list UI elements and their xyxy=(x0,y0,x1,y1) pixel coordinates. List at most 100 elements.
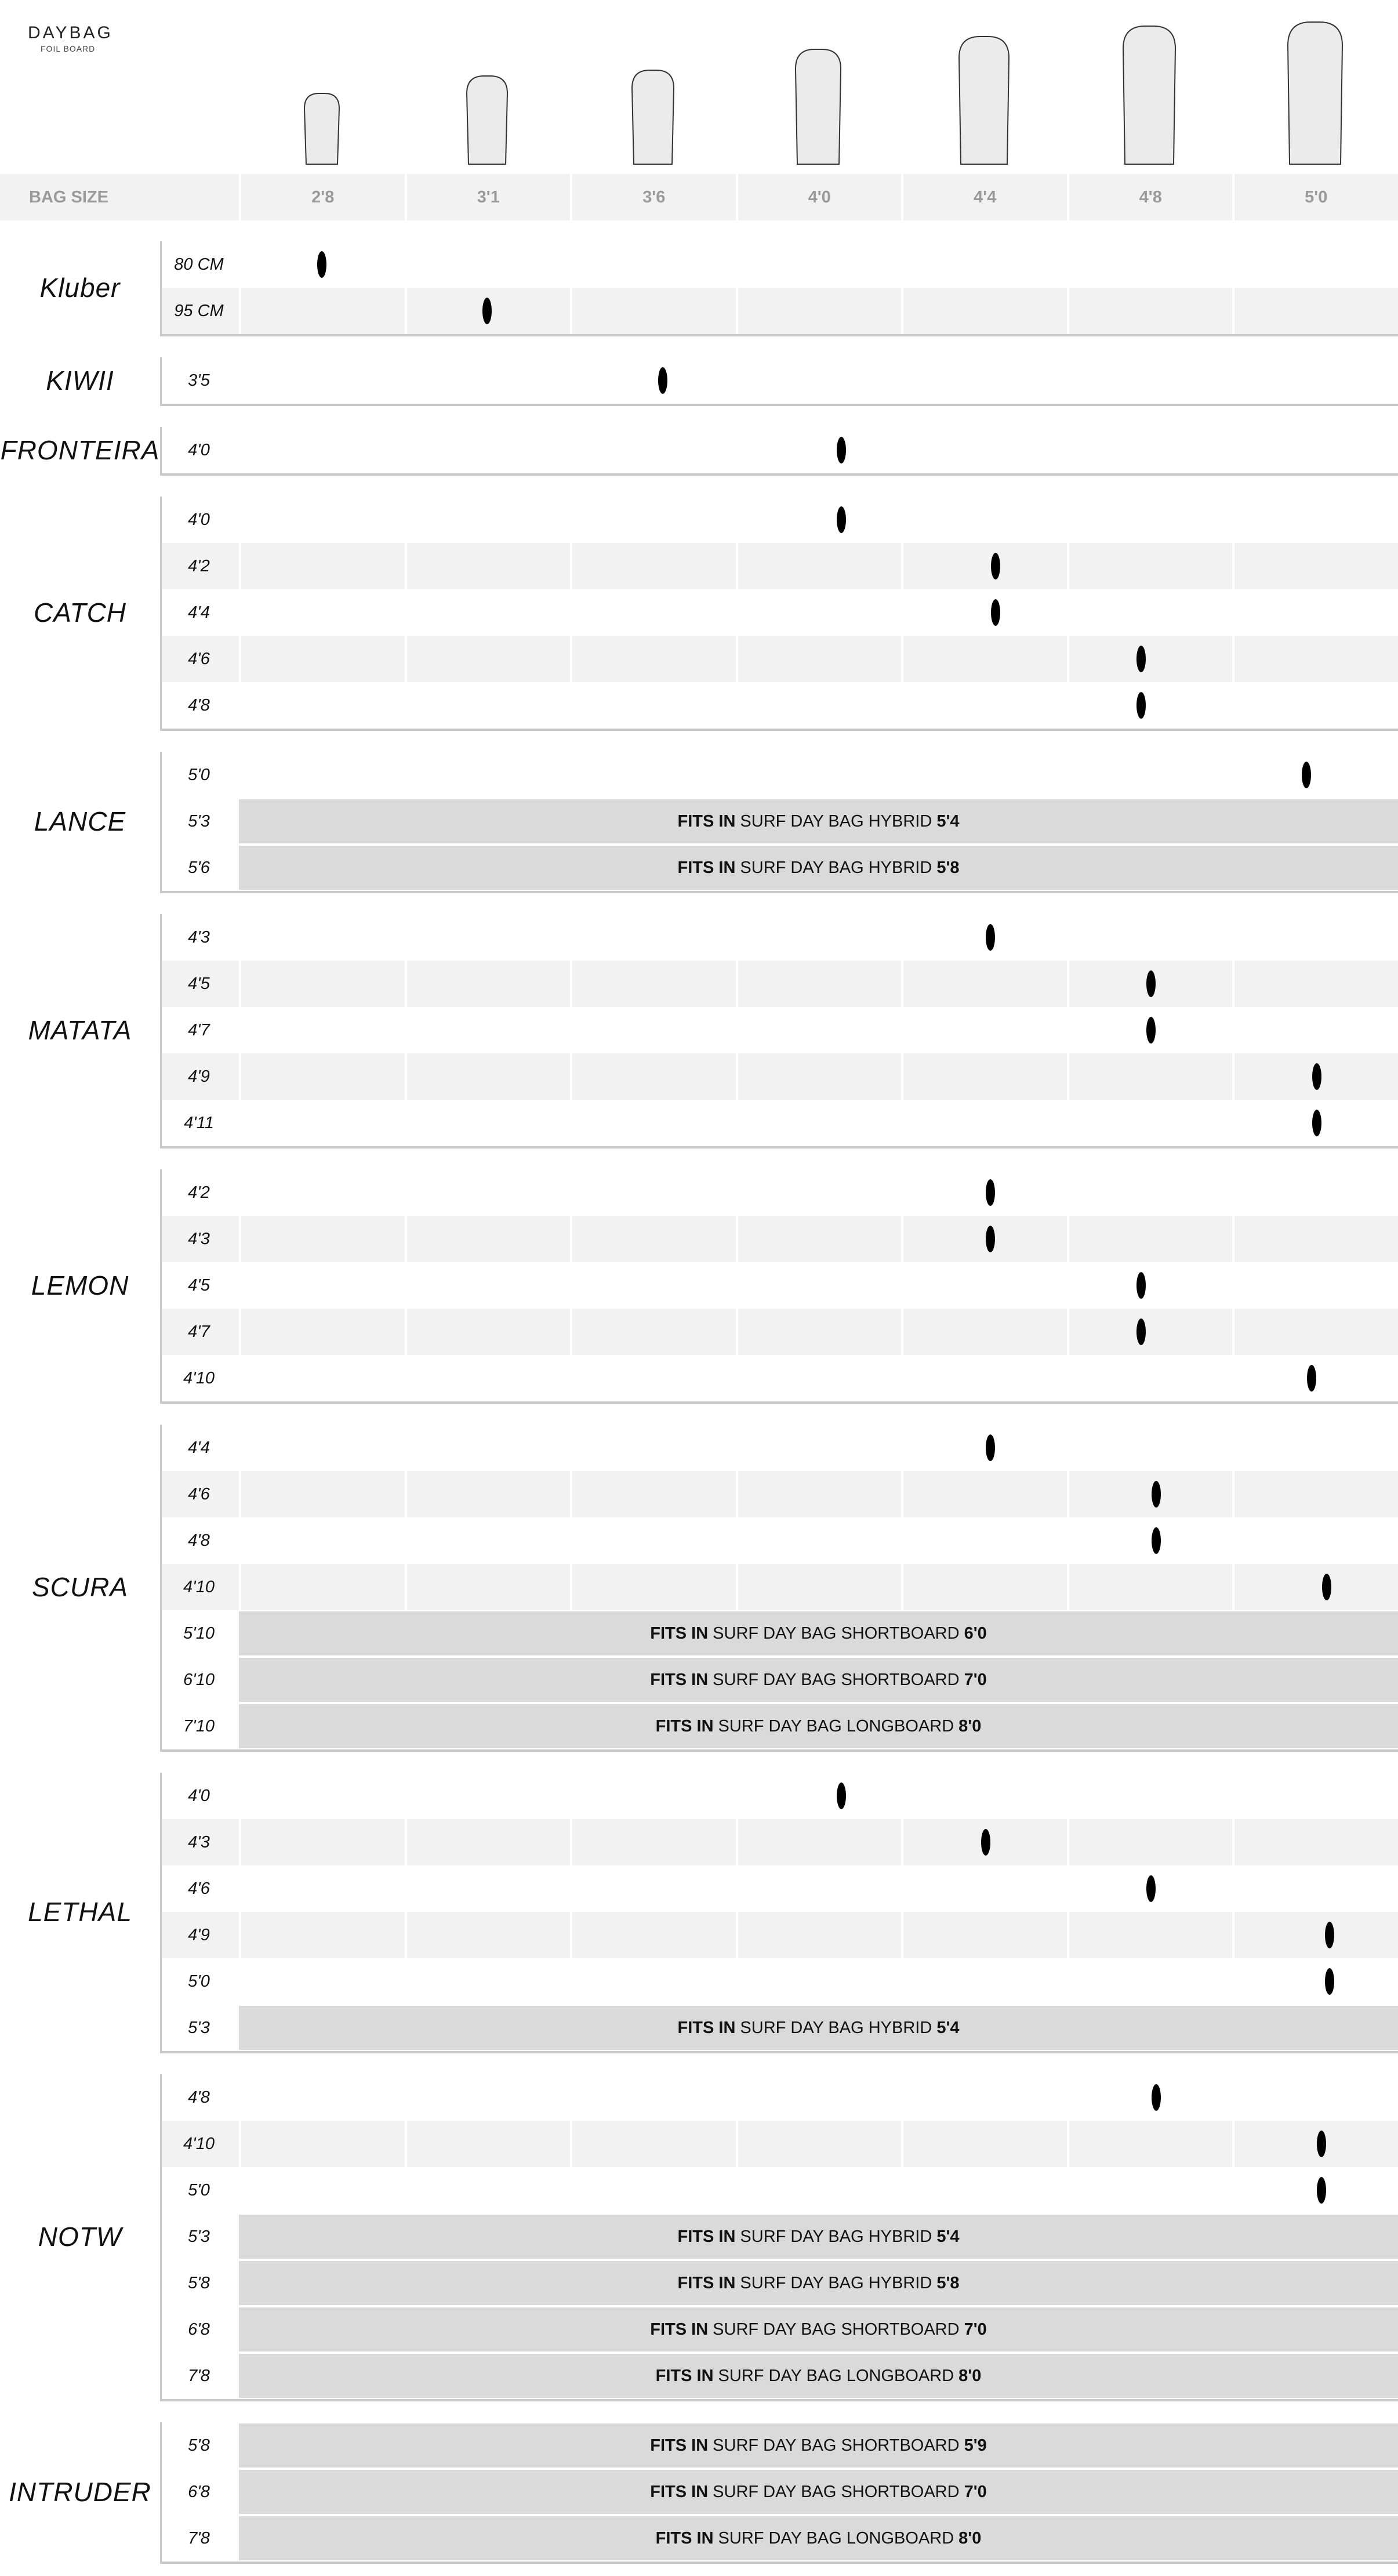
product-group-name: FRONTEIRA xyxy=(0,435,160,465)
column-separator xyxy=(239,1564,241,1610)
fits-in-prefix: FITS IN xyxy=(650,1624,709,1643)
fit-marker-icon xyxy=(1325,1968,1335,1995)
fit-marker-icon xyxy=(986,1179,996,1206)
table-row-bg xyxy=(162,543,1398,589)
product-group-name: LEMON xyxy=(31,1270,129,1300)
group-bottom-border xyxy=(160,729,1398,731)
group-bottom-border xyxy=(160,473,1398,476)
board-size-label: 4'6 xyxy=(188,1879,210,1898)
column-separator xyxy=(1066,1471,1069,1517)
brand-subtitle: FOIL BOARD xyxy=(41,44,96,53)
column-separator xyxy=(404,1309,407,1355)
fits-in-bag-size: 6'0 xyxy=(964,1624,987,1643)
table-row-bg xyxy=(162,2121,1398,2167)
board-size-label: 5'3 xyxy=(188,2018,210,2037)
column-separator xyxy=(901,1564,903,1610)
fit-marker-icon xyxy=(837,506,847,533)
board-size-label: 95 CM xyxy=(174,301,224,320)
fit-marker-icon xyxy=(1136,1318,1146,1345)
column-separator xyxy=(901,961,903,1007)
board-size-label: 4'11 xyxy=(184,1113,214,1132)
column-separator xyxy=(1066,543,1069,589)
group-bottom-border xyxy=(160,404,1398,406)
column-separator xyxy=(901,1912,903,1958)
group-bottom-border xyxy=(160,2399,1398,2401)
board-size-label: 5'0 xyxy=(188,765,210,784)
board-size-label: 3'5 xyxy=(188,371,210,390)
column-separator xyxy=(1066,961,1069,1007)
board-size-label: 4'0 xyxy=(188,440,210,459)
board-size-label: 7'8 xyxy=(188,2366,210,2385)
column-separator xyxy=(901,636,903,682)
column-separator xyxy=(901,1053,903,1100)
column-separator xyxy=(1232,288,1234,334)
fit-marker-icon xyxy=(981,1829,990,1856)
fit-marker-icon xyxy=(1307,1365,1317,1392)
table-row-bg xyxy=(162,1216,1398,1262)
column-separator xyxy=(570,1216,572,1262)
column-separator xyxy=(1232,1819,1234,1865)
table-row-bg xyxy=(162,1471,1398,1517)
column-separator xyxy=(239,2121,241,2167)
fits-in-prefix: FITS IN xyxy=(677,2018,736,2037)
fit-marker-icon xyxy=(1146,1017,1156,1044)
fits-in-prefix: FITS IN xyxy=(650,2482,709,2501)
column-separator xyxy=(1232,1309,1234,1355)
column-separator xyxy=(735,1309,738,1355)
board-size-label: 4'8 xyxy=(188,2088,210,2107)
column-separator xyxy=(404,1471,407,1517)
group-left-border xyxy=(160,241,162,334)
fit-marker-icon xyxy=(1312,1110,1321,1136)
product-group-name: Kluber xyxy=(39,273,121,303)
group-left-border xyxy=(160,357,162,404)
board-size-label: 5'6 xyxy=(188,858,210,877)
table-row-bg xyxy=(162,636,1398,682)
group-bottom-border xyxy=(160,1401,1398,1404)
column-separator xyxy=(1066,1912,1069,1958)
column-separator xyxy=(570,961,572,1007)
fit-marker-icon xyxy=(1146,1875,1156,1902)
group-bottom-border xyxy=(160,2051,1398,2053)
column-separator xyxy=(901,543,903,589)
fit-marker-icon xyxy=(986,924,996,951)
board-size-label: 7'8 xyxy=(188,2528,210,2548)
column-separator xyxy=(1066,288,1069,334)
table-row-bg xyxy=(162,288,1398,334)
bag-silhouette-icon xyxy=(466,75,509,165)
fits-in-bag-name: SURF DAY BAG HYBRID xyxy=(740,858,932,877)
column-separator xyxy=(239,1471,241,1517)
column-separator xyxy=(1232,961,1234,1007)
column-separator xyxy=(901,1309,903,1355)
board-size-label: 4'2 xyxy=(188,1183,210,1202)
board-size-label: 4'5 xyxy=(188,1276,210,1295)
fits-in-bag-name: SURF DAY BAG SHORTBOARD xyxy=(713,2436,960,2455)
fit-marker-icon xyxy=(1151,1481,1161,1508)
fits-in-bag-size: 7'0 xyxy=(964,1670,987,1689)
board-size-label: 4'10 xyxy=(183,1577,215,1596)
fits-in-bag-size: 8'0 xyxy=(958,2528,982,2548)
fits-in-prefix: FITS IN xyxy=(655,2366,714,2385)
fits-in-bag-size: 7'0 xyxy=(964,2482,987,2501)
fits-in-bag-name: SURF DAY BAG SHORTBOARD xyxy=(713,2320,960,2339)
fits-in-banner: FITS IN SURF DAY BAG LONGBOARD 8'0 xyxy=(239,2516,1398,2560)
column-separator xyxy=(239,1912,241,1958)
column-separator xyxy=(735,636,738,682)
column-separator xyxy=(1232,1471,1234,1517)
fits-in-bag-name: SURF DAY BAG SHORTBOARD xyxy=(713,1624,960,1643)
board-size-label: 4'0 xyxy=(188,1786,210,1805)
column-separator xyxy=(570,288,572,334)
column-separator xyxy=(239,1053,241,1100)
board-size-label: 4'7 xyxy=(188,1322,210,1341)
column-separator xyxy=(1232,543,1234,589)
fits-in-banner: FITS IN SURF DAY BAG LONGBOARD 8'0 xyxy=(239,1704,1398,1748)
product-group-name: INTRUDER xyxy=(9,2477,151,2507)
group-bottom-border xyxy=(160,2561,1398,2564)
column-separator xyxy=(239,636,241,682)
board-size-label: 4'8 xyxy=(188,695,210,715)
group-left-border xyxy=(160,752,162,891)
fits-in-bag-size: 5'4 xyxy=(936,2227,960,2246)
table-row-bg xyxy=(162,1309,1398,1355)
bag-size-column-header: 3'1 xyxy=(404,174,571,220)
bag-size-column-header: 2'8 xyxy=(239,174,405,220)
group-left-border xyxy=(160,914,162,1146)
